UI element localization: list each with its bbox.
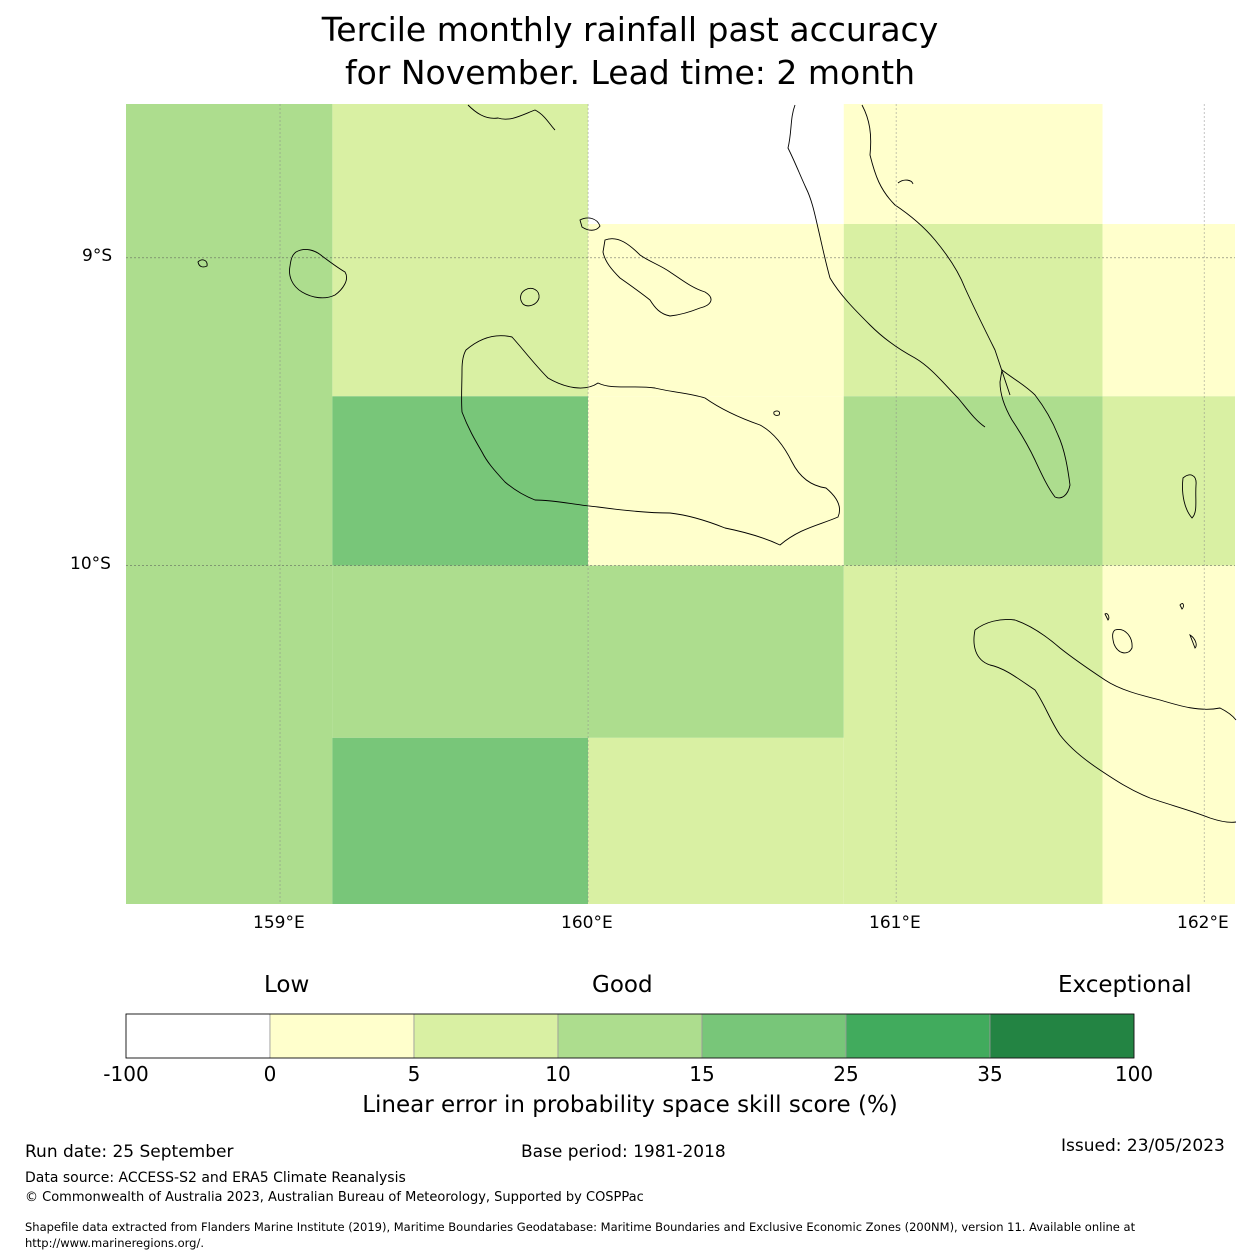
colorbar-tick: 0 [263,1062,277,1086]
chart-title: Tercile monthly rainfall past accuracy f… [0,8,1260,94]
lat-label-10s: 10°S [70,554,111,574]
grid-cell [843,224,1103,397]
colorbar-tick: 35 [977,1062,1003,1086]
coastline-russell-islands [289,249,347,299]
colorbar-tick: 15 [689,1062,715,1086]
grid-cell [332,396,589,566]
colorbar-label-exceptional: Exceptional [1058,972,1192,998]
coastline-ulawa [1182,474,1197,519]
grid-cell [332,737,589,904]
grid-cell [588,565,844,738]
grid-cell [843,396,1103,566]
colorbar-swatch [989,1013,1135,1059]
colorbar-tick: 10 [545,1062,571,1086]
grid-cell [1102,224,1235,397]
grid-cell [843,565,1103,904]
colorbar-frame [125,1013,1135,1059]
coastline-malaita-west [787,104,986,428]
lat-label-9s: 9°S [82,246,113,266]
coastline-guadalcanal [461,335,840,546]
colorbar [125,1013,1135,1059]
colorbar-title: Linear error in probability space skill … [362,1092,898,1118]
colorbar-swatch [557,1013,703,1059]
grid-cell [588,737,844,904]
colorbar-swatch [845,1013,991,1059]
colorbar-label-low: Low [264,972,310,998]
colorbar-tick: -100 [103,1062,149,1086]
skill-score-grid [126,104,1235,904]
coastline-san-cristobal [973,619,1237,823]
chart-title-line2: for November. Lead time: 2 month [344,53,915,92]
colorbar-swatch [701,1013,847,1059]
grid-cell [588,396,844,566]
colorbar-tick: 100 [1114,1062,1154,1086]
shapefile-url: http://www.marineregions.org/. [25,1236,204,1250]
copyright: © Commonwealth of Australia 2023, Austra… [25,1190,644,1205]
grid-cell [332,565,589,738]
chart-title-line1: Tercile monthly rainfall past accuracy [321,10,939,49]
grid-cell [126,104,333,904]
grid-cell [843,104,1103,224]
coastline-southeast-islets [773,410,1197,654]
issued-date: Issued: 23/05/2023 [1061,1136,1225,1156]
grid-cell [332,104,589,397]
colorbar-tick: 5 [407,1062,421,1086]
grid-cell [1102,565,1235,904]
lon-label-161e: 161°E [869,913,921,933]
coastline-small-malaita [999,369,1071,499]
data-source: Data source: ACCESS-S2 and ERA5 Climate … [25,1170,406,1186]
colorbar-tick: 25 [833,1062,859,1086]
shapefile-credit: Shapefile data extracted from Flanders M… [25,1220,1136,1234]
graticule [126,104,1235,904]
coastline-malaita-east [861,104,1011,396]
run-date: Run date: 25 September [25,1142,234,1162]
grid-cell [588,224,844,397]
colorbar-label-good: Good [592,972,653,998]
coastline-florida-islands [602,238,712,317]
lon-label-160e: 160°E [561,913,613,933]
lon-label-159e: 159°E [253,913,305,933]
coastline-north-islets [197,104,914,268]
base-period: Base period: 1981-2018 [521,1142,726,1162]
colorbar-swatch [413,1013,559,1059]
lon-label-162e: 162°E [1177,913,1229,933]
coastline-savo [520,287,540,307]
colorbar-swatch [269,1013,415,1059]
coastlines [197,104,1237,823]
grid-cell [1102,396,1235,566]
colorbar-swatch [125,1013,271,1059]
